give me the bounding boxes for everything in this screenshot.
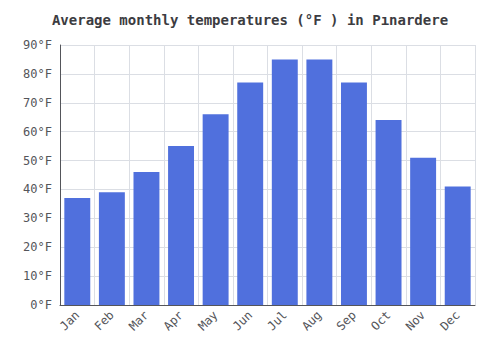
svg-text:50°F: 50°F	[23, 154, 52, 168]
svg-text:Mar: Mar	[126, 308, 151, 333]
svg-text:30°F: 30°F	[23, 211, 52, 225]
svg-text:Jun: Jun	[230, 308, 255, 333]
svg-text:Feb: Feb	[92, 308, 117, 333]
svg-text:60°F: 60°F	[23, 125, 52, 139]
svg-text:90°F: 90°F	[23, 38, 52, 52]
svg-text:Average monthly temperatures (: Average monthly temperatures (°F ) in Pı…	[52, 12, 448, 28]
svg-text:0°F: 0°F	[30, 298, 52, 312]
svg-text:10°F: 10°F	[23, 269, 52, 283]
svg-text:Oct: Oct	[368, 308, 393, 333]
svg-text:70°F: 70°F	[23, 96, 52, 110]
svg-text:May: May	[195, 308, 220, 333]
svg-text:Nov: Nov	[403, 308, 428, 333]
svg-text:Apr: Apr	[161, 308, 186, 333]
svg-text:Jan: Jan	[57, 308, 82, 333]
svg-text:Sep: Sep	[334, 308, 359, 333]
svg-text:Dec: Dec	[437, 308, 462, 333]
svg-text:20°F: 20°F	[23, 240, 52, 254]
svg-text:Aug: Aug	[299, 308, 324, 333]
svg-text:Jul: Jul	[265, 308, 290, 333]
svg-text:40°F: 40°F	[23, 182, 52, 196]
svg-text:80°F: 80°F	[23, 67, 52, 81]
